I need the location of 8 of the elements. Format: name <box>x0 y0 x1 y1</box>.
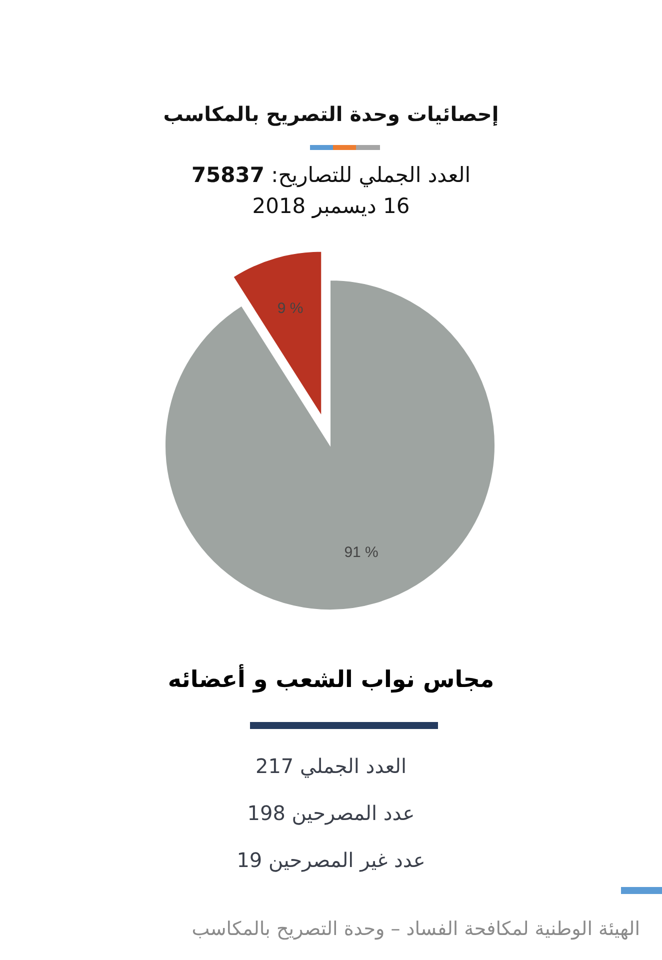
text: الهيئة الوطنية لمكافحة الفساد – وحدة التصريح بالمكاسب <box>192 918 640 940</box>
data-label: 9 % <box>277 300 304 317</box>
text: عدد المصرحين 198 <box>247 801 415 825</box>
text: عدد غير المصرحين 19 <box>236 848 426 872</box>
text: العدد الجملي 217 <box>255 754 407 778</box>
text: 16 ديسمبر 2018 <box>252 194 410 218</box>
data-label: 91 % <box>344 544 378 562</box>
chart-title: إحصائيات وحدة التصريح بالمكاسب <box>163 102 499 126</box>
